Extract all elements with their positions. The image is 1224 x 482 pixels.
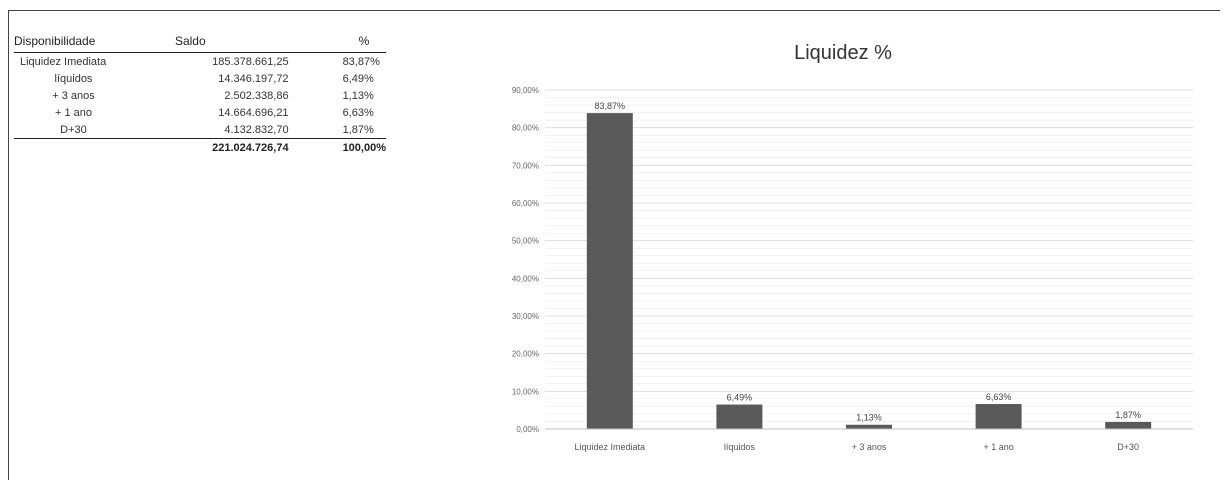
row-saldo: 14.664.696,21 bbox=[218, 106, 289, 119]
table-header-row: Disponibilidade Saldo % bbox=[14, 32, 386, 53]
liquidity-table: Disponibilidade Saldo % Liquidez Imediat… bbox=[14, 32, 386, 156]
chart-title: Liquidez % bbox=[794, 42, 892, 64]
row-percent: 1,87% bbox=[296, 121, 386, 139]
x-category-label: + 1 ano bbox=[983, 442, 1013, 452]
y-tick-label: 80,00% bbox=[512, 124, 539, 133]
y-tick-label: 60,00% bbox=[512, 199, 539, 208]
row-saldo: 14.346.197,72 bbox=[218, 72, 289, 85]
bar bbox=[1105, 421, 1152, 429]
table-row: Liquidez Imediata 185.378.661,25 83,87% bbox=[14, 53, 386, 71]
total-percent: 100,00% bbox=[342, 141, 386, 154]
bar bbox=[975, 404, 1022, 429]
data-label: 6,63% bbox=[986, 392, 1012, 402]
row-saldo: 2.502.338,86 bbox=[224, 89, 289, 102]
row-percent: 83,87% bbox=[342, 55, 380, 68]
bar bbox=[846, 424, 892, 429]
y-tick-label: 10,00% bbox=[512, 387, 539, 396]
data-label: 83,87% bbox=[595, 101, 626, 111]
bar-chart: 0,00% 10,00% 20,00% 30,00% 40,00% 50,00% 60,00… bbox=[512, 86, 1193, 452]
table-total-row: 221.024.726,74 100,00% bbox=[14, 139, 386, 157]
row-percent: 1,13% bbox=[342, 89, 374, 102]
table-row: D+30 4.132.832,70 1,87% bbox=[14, 121, 386, 139]
x-category-label: líquidos bbox=[724, 442, 756, 452]
row-saldo: 185.378.661,25 bbox=[212, 55, 289, 68]
liquidity-table-panel: Disponibilidade Saldo % Liquidez Imediat… bbox=[14, 32, 386, 156]
header-disponibilidade: Disponibilidade bbox=[14, 32, 133, 53]
bar bbox=[716, 404, 763, 429]
y-tick-label: 40,00% bbox=[512, 274, 539, 283]
bar bbox=[586, 113, 633, 430]
table-row: líquidos 14.346.197,72 6,49% bbox=[14, 70, 386, 87]
y-tick-label: 0,00% bbox=[516, 425, 539, 434]
row-percent: 6,49% bbox=[342, 72, 374, 85]
total-label bbox=[14, 139, 133, 157]
header-saldo: Saldo bbox=[132, 32, 297, 53]
x-category-label: Liquidez Imediata bbox=[575, 442, 646, 452]
data-label: 6,49% bbox=[727, 393, 753, 403]
y-tick-label: 90,00% bbox=[512, 86, 539, 95]
row-label: + 3 anos bbox=[52, 89, 95, 102]
table-row: + 3 anos 2.502.338,86 1,13% bbox=[14, 87, 386, 104]
table-row: + 1 ano 14.664.696,21 6,63% bbox=[14, 104, 386, 121]
header-percent: % bbox=[296, 32, 386, 53]
row-label: + 1 ano bbox=[54, 106, 92, 119]
y-tick-label: 30,00% bbox=[512, 312, 539, 321]
y-tick-label: 20,00% bbox=[512, 350, 539, 359]
y-tick-label: 70,00% bbox=[512, 161, 539, 170]
y-tick-label: 50,00% bbox=[512, 237, 539, 246]
x-category-label: D+30 bbox=[1117, 442, 1139, 452]
row-label: líquidos bbox=[54, 72, 93, 85]
row-percent: 6,63% bbox=[342, 106, 374, 119]
chart-panel: Liquidez % 0,00% 10,00% 20,00% 30,00% 40,00%… bbox=[483, 20, 1203, 472]
total-saldo: 221.024.726,74 bbox=[212, 141, 289, 154]
sheet-frame bbox=[8, 10, 1220, 480]
row-label: D+30 bbox=[14, 121, 133, 139]
data-label: 1,87% bbox=[1115, 410, 1141, 420]
x-category-label: + 3 anos bbox=[852, 442, 887, 452]
data-label: 1,13% bbox=[856, 413, 882, 423]
row-saldo: 4.132.832,70 bbox=[132, 121, 297, 139]
row-label: Liquidez Imediata bbox=[20, 55, 107, 68]
